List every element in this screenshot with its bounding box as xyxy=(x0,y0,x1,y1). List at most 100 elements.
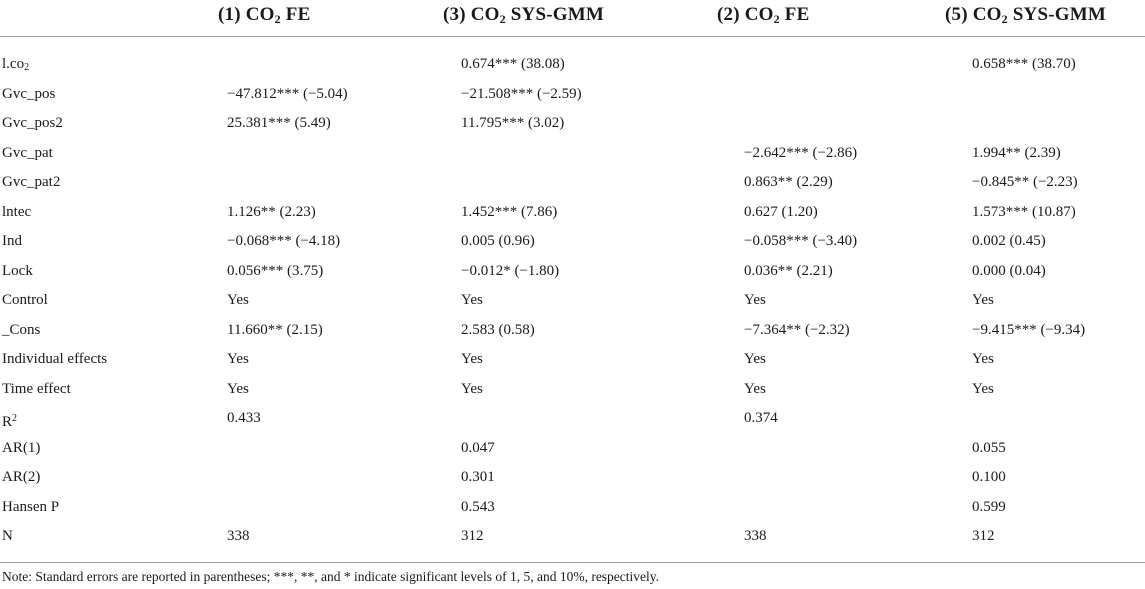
table-cell: Yes xyxy=(744,380,766,397)
column-header-4: (5) CO2 SYS-GMM xyxy=(945,0,1106,36)
row-label: R2 xyxy=(2,404,17,438)
table-row: Individual effects Yes Yes Yes Yes xyxy=(0,345,1145,375)
table-cell: −0.845** (−2.23) xyxy=(972,174,1078,190)
table-cell: Yes xyxy=(744,351,766,367)
table-cell: Yes xyxy=(972,380,994,397)
row-label-text: Individual effects xyxy=(2,351,108,367)
table-cell: 0.543 xyxy=(461,498,495,515)
table-cell: 0.863** (2.29) xyxy=(744,174,833,190)
column-header-subscript: 2 xyxy=(274,12,281,26)
row-label: Ind xyxy=(2,227,22,257)
row-label: Gvc_pat2 xyxy=(2,168,60,198)
table-cell: 1.573*** (10.87) xyxy=(972,203,1076,220)
table-cell: 0.658*** (38.70) xyxy=(972,56,1076,72)
table-row: Lock 0.056*** (3.75) −0.012* (−1.80) 0.036*… xyxy=(0,257,1145,287)
row-label-text: l.co xyxy=(2,56,25,72)
row-label-text: lntec xyxy=(2,203,32,220)
row-label: _Cons xyxy=(2,316,40,346)
row-label-text: AR(2) xyxy=(2,469,41,485)
row-label-text: Gvc_pat2 xyxy=(2,174,61,190)
table-row: _Cons 11.660** (2.15) 2.583 (0.58) −7.364**… xyxy=(0,316,1145,346)
table-cell: −21.508*** (−2.59) xyxy=(461,85,582,102)
row-label-text: Gvc_pat xyxy=(2,144,53,161)
table-cell: Yes xyxy=(227,292,249,308)
column-header-suffix: SYS-GMM xyxy=(505,4,604,25)
column-header-subscript: 2 xyxy=(773,12,780,26)
column-header-text: (5) CO xyxy=(945,4,1002,25)
column-header-text: (2) CO xyxy=(717,4,774,25)
table-row: AR(2) 0.301 0.100 xyxy=(0,463,1145,493)
column-header-2: (3) CO2 SYS-GMM xyxy=(443,0,604,36)
table-cell: −9.415*** (−9.34) xyxy=(972,321,1086,338)
table-cell: 0.301 xyxy=(461,469,495,485)
row-label: AR(2) xyxy=(2,463,40,493)
row-label-subscript: 2 xyxy=(24,62,30,73)
table-row: R2 0.433 0.374 xyxy=(0,404,1145,434)
row-label-text: R xyxy=(2,414,13,430)
row-label: lntec xyxy=(2,198,31,228)
column-header-suffix: FE xyxy=(280,4,311,25)
table-cell: −0.012* (−1.80) xyxy=(461,262,560,279)
table-cell: 0.100 xyxy=(972,469,1006,485)
table-row: N 338 312 338 312 xyxy=(0,522,1145,552)
table-cell: −0.068*** (−4.18) xyxy=(227,233,341,249)
column-header-suffix: FE xyxy=(779,4,810,25)
row-label-text: AR(1) xyxy=(2,439,41,456)
table-cell: Yes xyxy=(227,380,249,397)
table-cell: 0.036** (2.21) xyxy=(744,262,833,279)
column-header-1: (1) CO2 FE xyxy=(218,0,310,36)
row-label: Gvc_pat xyxy=(2,139,53,169)
table-row: AR(1) 0.047 0.055 xyxy=(0,434,1145,464)
table-cell: Yes xyxy=(744,292,766,308)
table-row: Gvc_pos −47.812*** (−5.04) −21.508*** (−2.… xyxy=(0,80,1145,110)
table-cell: 338 xyxy=(227,528,250,544)
row-label: Hansen P xyxy=(2,493,59,523)
row-label: Time effect xyxy=(2,375,71,405)
table-cell: 0.599 xyxy=(972,498,1006,515)
table-cell: 25.381*** (5.49) xyxy=(227,115,331,131)
table-cell: 0.055 xyxy=(972,439,1006,456)
row-label-text: Ind xyxy=(2,233,22,249)
table-row: l.co2 0.674*** (38.08) 0.658*** (38.70) xyxy=(0,50,1145,80)
column-header-subscript: 2 xyxy=(1001,12,1008,26)
row-label-text: _Cons xyxy=(2,321,41,338)
row-label: AR(1) xyxy=(2,434,40,464)
table-cell: 0.002 (0.45) xyxy=(972,233,1046,249)
row-label-text: Time effect xyxy=(2,380,71,397)
table-cell: 0.627 (1.20) xyxy=(744,203,818,220)
table-cell: 312 xyxy=(972,528,995,544)
row-label: N xyxy=(2,522,13,552)
column-header-3: (2) CO2 FE xyxy=(717,0,809,36)
column-header-text: (3) CO xyxy=(443,4,500,25)
table-row: Time effect Yes Yes Yes Yes xyxy=(0,375,1145,405)
table-row: Hansen P 0.543 0.599 xyxy=(0,493,1145,523)
table-cell: −2.642*** (−2.86) xyxy=(744,144,858,161)
table-row: Ind −0.068*** (−4.18) 0.005 (0.96) −0.058**… xyxy=(0,227,1145,257)
row-label: Gvc_pos2 xyxy=(2,109,63,139)
table-cell: Yes xyxy=(461,380,483,397)
row-label: Control xyxy=(2,286,48,316)
header-rule xyxy=(0,36,1145,37)
table-cell: Yes xyxy=(461,292,483,308)
table-cell: Yes xyxy=(461,351,483,367)
table-row: Gvc_pat −2.642*** (−2.86) 1.994** (2.39) xyxy=(0,139,1145,169)
column-header-suffix: SYS-GMM xyxy=(1007,4,1106,25)
table-cell: 0.374 xyxy=(744,410,778,426)
table-cell: −47.812*** (−5.04) xyxy=(227,85,348,102)
table-cell: 1.994** (2.39) xyxy=(972,144,1061,161)
row-label: Lock xyxy=(2,257,33,287)
table-cell: 1.452*** (7.86) xyxy=(461,203,558,220)
table-row: Gvc_pos2 25.381*** (5.49) 11.795*** (3.02) xyxy=(0,109,1145,139)
table-cell: Yes xyxy=(972,351,994,367)
row-label: l.co2 xyxy=(2,50,29,83)
table-cell: 0.433 xyxy=(227,410,261,426)
table-cell: −7.364** (−2.32) xyxy=(744,321,850,338)
row-label-text: Control xyxy=(2,292,48,308)
table-cell: 0.047 xyxy=(461,439,495,456)
table-note: Note: Standard errors are reported in pa… xyxy=(2,569,660,584)
table-row: Gvc_pat2 0.863** (2.29) −0.845** (−2.23) xyxy=(0,168,1145,198)
bottom-rule xyxy=(0,562,1145,563)
table-cell: 312 xyxy=(461,528,484,544)
table-cell: 338 xyxy=(744,528,767,544)
row-label: Gvc_pos xyxy=(2,80,55,110)
